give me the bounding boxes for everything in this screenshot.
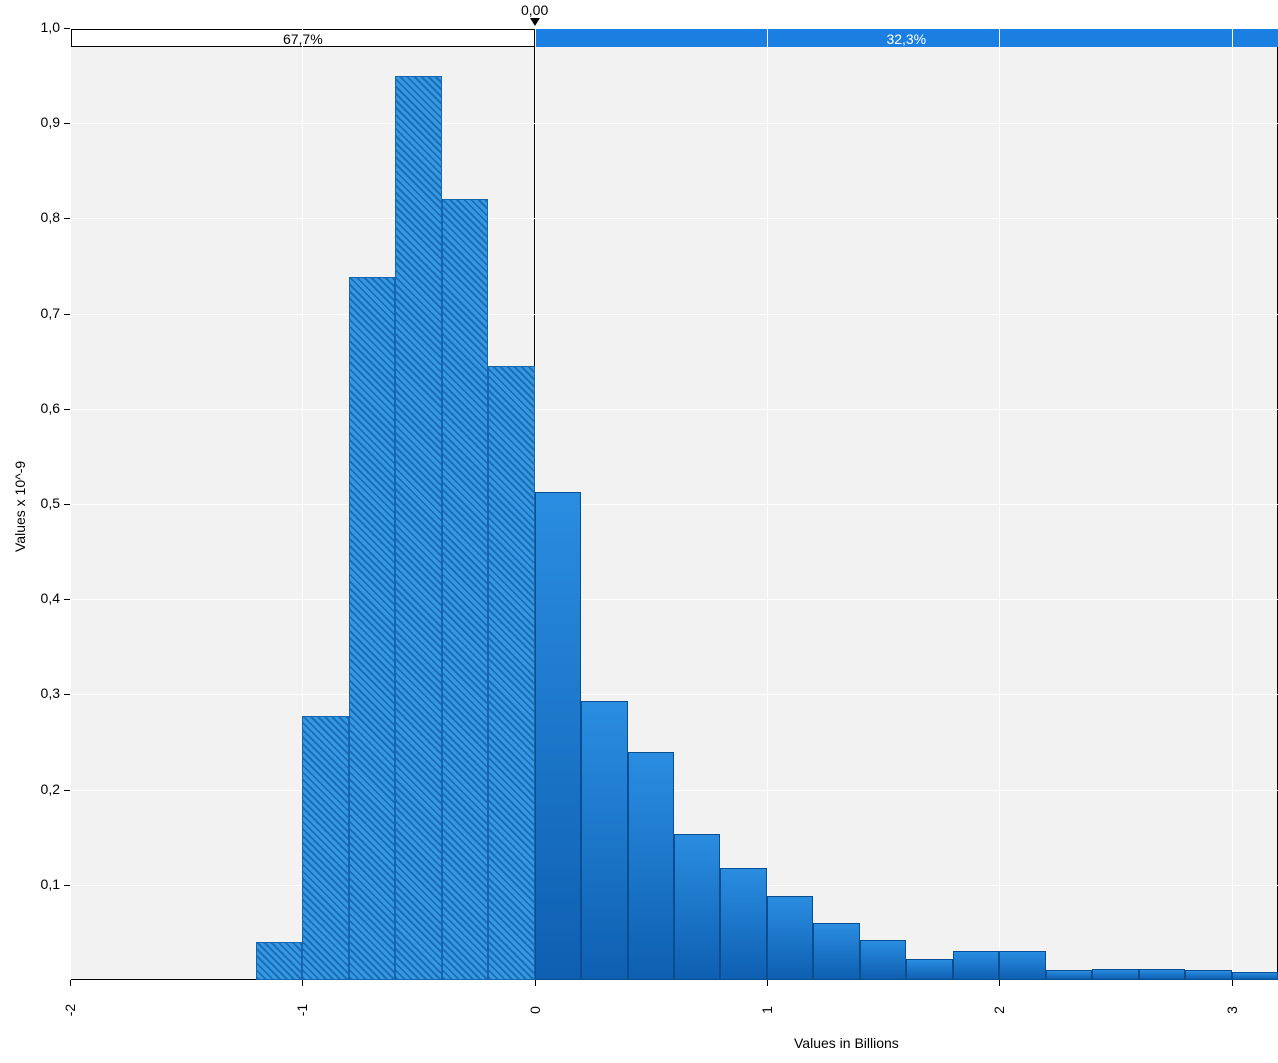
histogram-bar-right bbox=[674, 834, 720, 980]
x-tick-label: 2 bbox=[991, 1000, 1007, 1020]
y-tick-label: 0,5 bbox=[0, 495, 60, 511]
x-gridline bbox=[1232, 28, 1233, 980]
histogram-bar-right bbox=[1185, 970, 1231, 980]
histogram-bar-left bbox=[349, 277, 395, 980]
y-tick-label: 0,2 bbox=[0, 781, 60, 797]
y-gridline bbox=[70, 314, 1278, 315]
x-axis-label: Values in Billions bbox=[794, 1035, 899, 1051]
histogram-bar-right bbox=[860, 940, 906, 980]
histogram-bar-right bbox=[813, 923, 859, 980]
divider-label: 0,00 bbox=[521, 2, 548, 18]
y-gridline bbox=[70, 218, 1278, 219]
histogram-bar-left bbox=[442, 199, 488, 980]
divider-marker bbox=[530, 18, 540, 26]
y-gridline bbox=[70, 694, 1278, 695]
percent-strip-right: 32,3% bbox=[535, 29, 1278, 47]
x-gridline bbox=[70, 28, 71, 980]
percent-right-label: 32,3% bbox=[886, 31, 926, 47]
y-tick-label: 0,3 bbox=[0, 685, 60, 701]
x-tick-label: -1 bbox=[294, 1000, 310, 1020]
x-tick-label: 3 bbox=[1224, 1000, 1240, 1020]
y-gridline bbox=[70, 123, 1278, 124]
x-tick-mark bbox=[767, 980, 768, 986]
histogram-bar-right bbox=[581, 701, 627, 980]
histogram-bar-right bbox=[1139, 969, 1185, 980]
x-gridline bbox=[767, 28, 768, 980]
y-tick-label: 1,0 bbox=[0, 19, 60, 35]
histogram-bar-right bbox=[767, 896, 813, 980]
y-tick-label: 0,1 bbox=[0, 876, 60, 892]
x-tick-label: 0 bbox=[527, 1000, 543, 1020]
histogram-bar-right bbox=[1092, 969, 1138, 980]
histogram-bar-left bbox=[256, 942, 302, 980]
y-gridline bbox=[70, 504, 1278, 505]
histogram-bar-right bbox=[999, 951, 1045, 980]
y-gridline bbox=[70, 28, 1278, 29]
histogram-bar-right bbox=[953, 951, 999, 980]
y-gridline bbox=[70, 409, 1278, 410]
y-tick-label: 0,9 bbox=[0, 114, 60, 130]
x-tick-mark bbox=[70, 980, 71, 986]
histogram-bar-right bbox=[906, 959, 952, 980]
histogram-bar-right bbox=[1046, 970, 1092, 980]
histogram-bar-right bbox=[720, 868, 766, 980]
y-tick-label: 0,6 bbox=[0, 400, 60, 416]
x-tick-mark bbox=[1232, 980, 1233, 986]
histogram-bar-right bbox=[1232, 972, 1278, 980]
x-tick-label: -2 bbox=[62, 1000, 78, 1020]
x-tick-label: 1 bbox=[759, 1000, 775, 1020]
histogram-bar-right bbox=[535, 492, 581, 980]
x-tick-mark bbox=[302, 980, 303, 986]
histogram-chart: 0,00 67,7% 32,3% Values x 10^-9 Values i… bbox=[0, 0, 1278, 1063]
y-gridline bbox=[70, 790, 1278, 791]
histogram-bar-right bbox=[628, 752, 674, 980]
histogram-bar-left bbox=[488, 366, 534, 980]
histogram-bar-left bbox=[395, 76, 441, 980]
x-tick-mark bbox=[535, 980, 536, 986]
y-tick-label: 0,8 bbox=[0, 209, 60, 225]
x-gridline bbox=[999, 28, 1000, 980]
y-tick-label: 0,4 bbox=[0, 590, 60, 606]
y-tick-label: 0,7 bbox=[0, 305, 60, 321]
y-gridline bbox=[70, 599, 1278, 600]
x-tick-mark bbox=[999, 980, 1000, 986]
histogram-bar-left bbox=[302, 716, 348, 980]
